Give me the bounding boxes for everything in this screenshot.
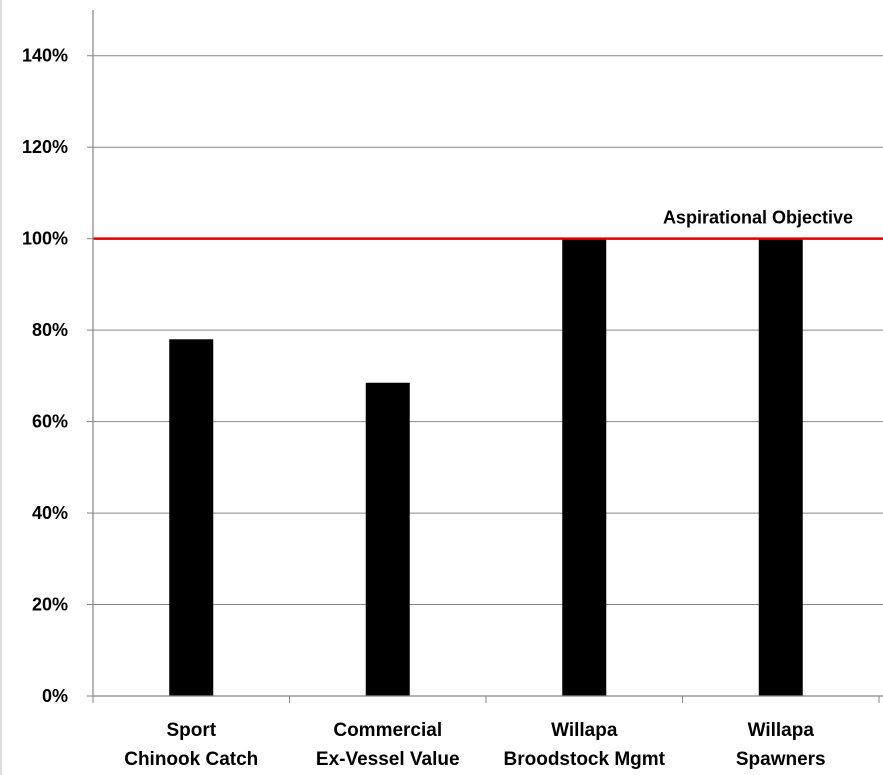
y-tick-label: 0% [42, 686, 68, 706]
y-tick-label: 120% [22, 137, 68, 157]
y-tick-label: 100% [22, 229, 68, 249]
bar [562, 238, 607, 696]
x-category-label: Commercial [333, 720, 442, 741]
bar [365, 382, 410, 696]
y-tick-label: 20% [32, 595, 68, 615]
reference-line-label: Aspirational Objective [663, 208, 853, 228]
x-category-label: Spawners [736, 749, 826, 770]
y-tick-labels: 0% 20% 40% 60% 80% 100% 120% 140% [22, 46, 68, 706]
x-category-label: Willapa [748, 720, 815, 741]
y-tick-label: 60% [32, 412, 68, 432]
x-category-label: Sport [166, 720, 216, 741]
x-category-label: Broodstock Mgmt [504, 749, 666, 770]
bar [169, 339, 214, 696]
bar [758, 238, 803, 696]
y-tick-label: 80% [32, 320, 68, 340]
bars [169, 238, 803, 696]
x-category-labels: Sport Chinook Catch Commercial Ex-Vessel Va… [124, 720, 825, 770]
x-category-label: Willapa [551, 720, 618, 741]
x-category-label: Ex-Vessel Value [316, 749, 460, 770]
y-tick-label: 40% [32, 503, 68, 523]
reference-line-group: Aspirational Objective [93, 208, 883, 240]
y-tick-label: 140% [22, 46, 68, 66]
x-category-label: Chinook Catch [124, 749, 258, 770]
